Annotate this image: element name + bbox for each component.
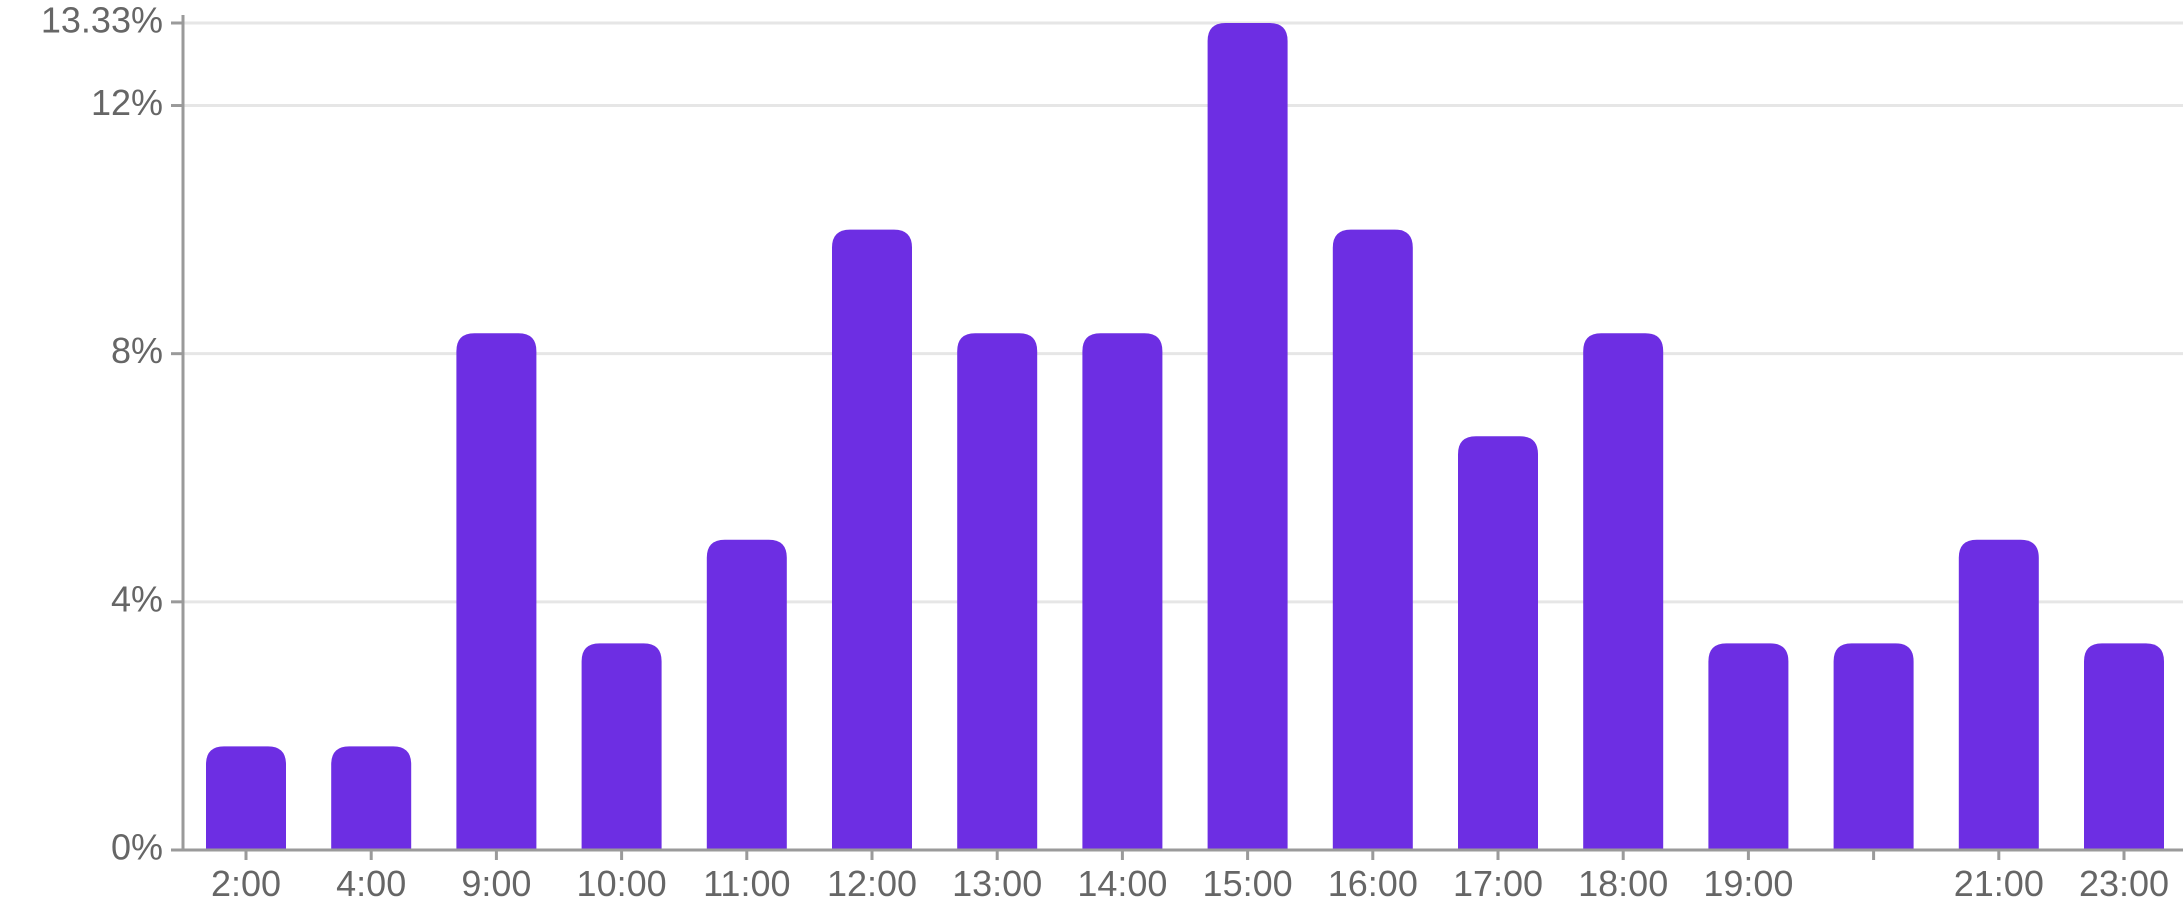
x-tick-label: 23:00: [2079, 863, 2169, 904]
x-tick-label: 17:00: [1453, 863, 1543, 904]
y-tick-label: 0%: [111, 827, 163, 868]
bar-13-00: [957, 333, 1038, 851]
x-tick-label: 18:00: [1578, 863, 1668, 904]
x-axis-tick-labels: 2:00 4:00 9:00 10:00 11:00 12:00 13:00 14:00 15:…: [211, 863, 2169, 904]
bar-18-00: [1583, 333, 1664, 851]
x-tick-label: 15:00: [1203, 863, 1293, 904]
x-tick-label: 11:00: [703, 863, 790, 904]
bar-12-00: [832, 229, 912, 850]
bar-4-00: [331, 746, 412, 850]
x-tick-label: 14:00: [1077, 863, 1167, 904]
bar-16-00: [1332, 229, 1413, 850]
bar-21-00: [1958, 539, 2039, 850]
y-tick-label: 8%: [111, 330, 163, 371]
y-axis-tick-labels: 0% 4% 8% 12% 13.33%: [41, 0, 163, 868]
x-tick-label: 21:00: [1954, 863, 2044, 904]
x-tick-label: 10:00: [577, 863, 667, 904]
x-tick-label: 2:00: [211, 863, 281, 904]
bar-14-00: [1082, 333, 1163, 851]
x-tick-label: 16:00: [1328, 863, 1418, 904]
bar-15-00: [1207, 23, 1288, 850]
x-tick-label: 12:00: [827, 863, 917, 904]
x-tick-label: 9:00: [461, 863, 531, 904]
bar-17-00: [1458, 436, 1538, 850]
axes: [171, 15, 2183, 860]
bars: [206, 23, 2164, 851]
x-tick-label: 19:00: [1703, 863, 1793, 904]
bar-10-00: [581, 643, 662, 850]
x-tick-label: 13:00: [952, 863, 1042, 904]
x-tick-label: 4:00: [336, 863, 406, 904]
y-tick-label: 13.33%: [41, 0, 163, 41]
bar-9-00: [456, 333, 537, 851]
bar-20-00: [1833, 643, 1914, 850]
y-tick-label: 12%: [91, 82, 163, 123]
bar-2-00: [206, 746, 286, 850]
bar-23-00: [2084, 643, 2164, 850]
bar-11-00: [706, 539, 787, 850]
y-tick-label: 4%: [111, 578, 163, 619]
bar-19-00: [1708, 643, 1789, 850]
